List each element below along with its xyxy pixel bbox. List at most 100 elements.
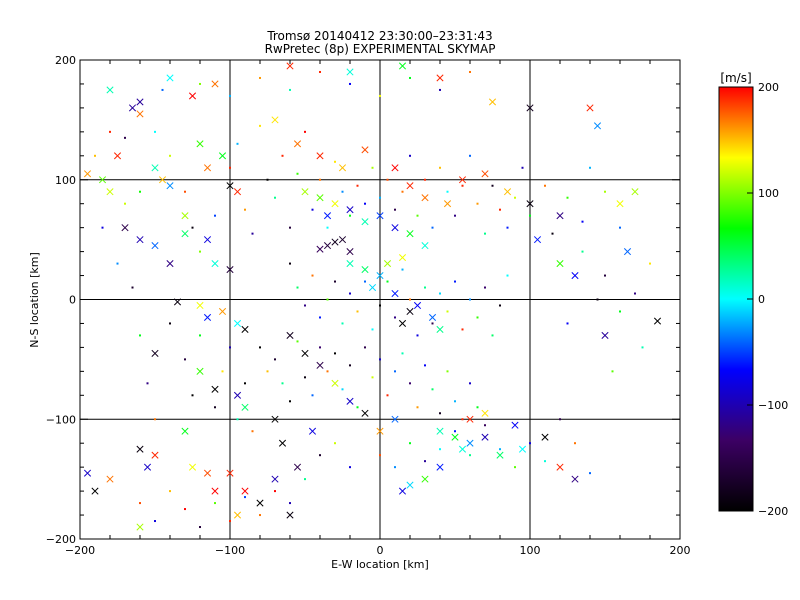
data-point-x xyxy=(241,487,249,495)
data-point-dot xyxy=(476,406,479,409)
data-point-dot xyxy=(296,340,299,343)
data-point-x xyxy=(136,98,144,106)
data-point-dot xyxy=(341,190,344,193)
data-point-dot xyxy=(319,454,321,457)
data-point-x xyxy=(196,140,204,148)
y-tick-label: 200 xyxy=(55,54,76,67)
data-point-dot xyxy=(326,298,329,301)
data-point-dot xyxy=(274,196,276,199)
data-point-x xyxy=(436,463,444,471)
data-point-dot xyxy=(409,298,411,301)
data-point-dot xyxy=(424,364,426,367)
y-tick-label: −100 xyxy=(46,413,76,426)
data-point-dot xyxy=(244,208,246,211)
data-point-dot xyxy=(169,322,171,325)
data-point-dot xyxy=(476,316,479,319)
data-point-x xyxy=(136,236,144,244)
data-point-x xyxy=(398,62,407,70)
data-point-x xyxy=(511,421,519,429)
data-point-dot xyxy=(386,178,389,181)
data-point-x xyxy=(443,200,452,208)
data-point-x xyxy=(391,164,399,172)
data-point-dot xyxy=(446,190,449,193)
data-point-dot xyxy=(184,190,186,193)
y-axis-ticks: −200 −100 0 100 200 xyxy=(46,54,680,546)
data-point-dot xyxy=(214,214,216,217)
data-point-x xyxy=(623,248,632,256)
data-point-dot xyxy=(319,178,321,181)
data-point-dot xyxy=(169,490,171,493)
data-point-dot xyxy=(439,88,441,91)
data-point-dot xyxy=(109,130,111,133)
data-point-dot xyxy=(274,490,276,493)
data-point-x xyxy=(616,200,624,208)
data-point-dot xyxy=(289,502,291,505)
data-point-x xyxy=(226,182,234,190)
data-point-x xyxy=(541,433,549,441)
data-point-x xyxy=(406,307,414,316)
data-point-dot xyxy=(506,226,509,229)
data-point-x xyxy=(346,68,354,76)
data-point-x xyxy=(436,74,444,82)
data-point-dot xyxy=(251,232,254,235)
data-point-dot xyxy=(229,346,231,349)
data-point-x xyxy=(346,397,354,405)
data-point-x xyxy=(301,349,309,357)
data-point-dot xyxy=(589,166,591,169)
data-point-x xyxy=(586,104,594,112)
data-point-x xyxy=(346,248,354,256)
data-point-x xyxy=(271,116,279,124)
data-point-dot xyxy=(304,376,306,379)
data-point-x xyxy=(653,317,662,325)
data-point-x xyxy=(398,319,407,328)
data-point-dot xyxy=(401,352,404,355)
data-point-dot xyxy=(424,460,426,463)
data-point-dot xyxy=(484,424,486,427)
data-point-dot xyxy=(281,382,284,385)
data-point-dot xyxy=(499,448,501,451)
data-point-dot xyxy=(214,406,216,409)
data-point-dot xyxy=(401,190,404,193)
data-point-dot xyxy=(581,220,584,223)
data-point-dot xyxy=(244,496,246,499)
data-point-x xyxy=(151,349,159,357)
data-point-x xyxy=(391,415,399,423)
data-point-dot xyxy=(484,286,486,289)
data-point-dot xyxy=(311,394,314,397)
data-point-dot xyxy=(446,310,449,313)
data-point-dot xyxy=(604,190,606,193)
data-point-x xyxy=(233,319,242,328)
data-point-dot xyxy=(401,268,404,271)
data-point-x xyxy=(361,218,369,226)
data-point-dot xyxy=(566,322,569,325)
data-point-x xyxy=(376,271,384,280)
data-point-x xyxy=(451,433,459,441)
data-point-x xyxy=(293,463,302,471)
data-point-x xyxy=(413,301,422,310)
data-point-x xyxy=(211,487,219,495)
data-point-x xyxy=(203,313,212,322)
data-point-dot xyxy=(371,328,374,331)
data-point-x xyxy=(166,182,174,190)
data-point-dot xyxy=(266,370,269,373)
data-point-dot xyxy=(431,322,434,325)
data-point-dot xyxy=(289,262,291,265)
data-point-dot xyxy=(356,406,359,409)
data-point-x xyxy=(293,140,302,148)
data-point-dot xyxy=(589,472,591,475)
data-point-dot xyxy=(154,418,156,421)
data-point-x xyxy=(233,188,242,196)
colorbar-tick-label: −200 xyxy=(758,505,788,518)
data-point-x xyxy=(496,451,504,459)
data-point-x xyxy=(211,80,219,88)
data-point-dot xyxy=(491,184,494,187)
chart-subtitle: RwPretec (8p) EXPERIMENTAL SKYMAP xyxy=(264,42,496,56)
data-point-x xyxy=(196,367,204,375)
data-point-dot xyxy=(259,346,261,349)
data-point-x xyxy=(113,152,122,160)
data-point-dot xyxy=(319,346,321,349)
data-point-x xyxy=(518,445,527,453)
data-point-dot xyxy=(349,292,351,295)
data-point-x xyxy=(421,475,429,483)
